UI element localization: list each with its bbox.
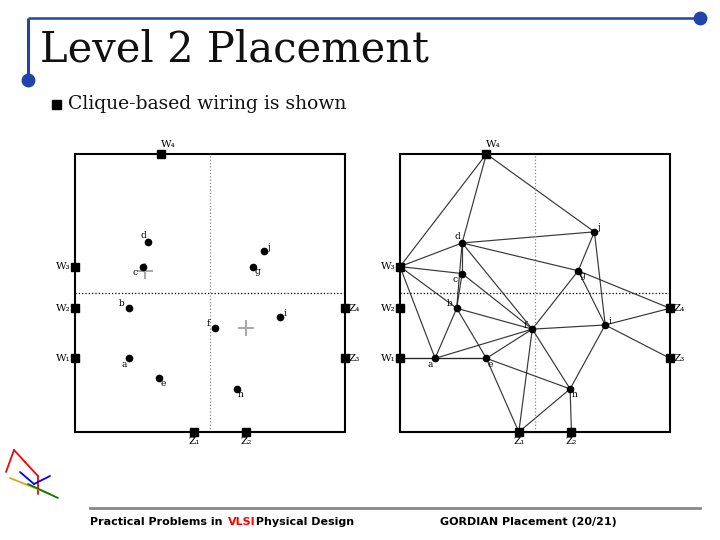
Text: W₃: W₃ bbox=[56, 262, 71, 271]
Text: W₂: W₂ bbox=[382, 304, 396, 313]
Text: W₄: W₄ bbox=[161, 140, 176, 149]
Text: b: b bbox=[447, 299, 453, 308]
Text: W₂: W₂ bbox=[56, 304, 71, 313]
Text: g: g bbox=[580, 271, 585, 280]
Text: Z₂: Z₂ bbox=[240, 437, 252, 446]
Text: i: i bbox=[609, 318, 611, 327]
Text: e: e bbox=[487, 360, 493, 369]
Text: Z₄: Z₄ bbox=[674, 304, 685, 313]
Text: a: a bbox=[428, 360, 433, 369]
Text: g: g bbox=[254, 267, 260, 276]
Text: c: c bbox=[133, 268, 138, 277]
Text: W₄: W₄ bbox=[487, 140, 501, 149]
Text: Z₂: Z₂ bbox=[566, 437, 577, 446]
Text: j: j bbox=[598, 224, 600, 232]
Text: e: e bbox=[160, 379, 166, 388]
Text: W₁: W₁ bbox=[56, 354, 71, 363]
Text: Physical Design: Physical Design bbox=[252, 517, 354, 527]
Text: d: d bbox=[140, 231, 145, 240]
Bar bbox=[52, 100, 61, 109]
Bar bbox=[75, 154, 345, 432]
Text: GORDIAN Placement (20/21): GORDIAN Placement (20/21) bbox=[440, 517, 617, 527]
Text: a: a bbox=[121, 360, 127, 369]
Text: Practical Problems in: Practical Problems in bbox=[90, 517, 226, 527]
Text: Z₁: Z₁ bbox=[513, 437, 524, 446]
Text: f: f bbox=[523, 321, 527, 329]
Text: h: h bbox=[238, 390, 244, 400]
Text: f: f bbox=[207, 319, 210, 328]
Text: c: c bbox=[453, 275, 458, 284]
Text: Z₁: Z₁ bbox=[188, 437, 199, 446]
Text: Level 2 Placement: Level 2 Placement bbox=[40, 29, 429, 71]
Text: Z₄: Z₄ bbox=[349, 304, 361, 313]
Text: Z₃: Z₃ bbox=[674, 354, 685, 363]
Text: Clique-based wiring is shown: Clique-based wiring is shown bbox=[68, 95, 346, 113]
Text: b: b bbox=[119, 299, 125, 308]
Text: Z₃: Z₃ bbox=[349, 354, 360, 363]
Text: d: d bbox=[454, 232, 460, 241]
Text: VLSI: VLSI bbox=[228, 517, 256, 527]
Text: W₃: W₃ bbox=[382, 262, 396, 271]
Text: W₁: W₁ bbox=[382, 354, 396, 363]
Bar bbox=[400, 154, 670, 432]
Text: h: h bbox=[571, 390, 577, 400]
Text: j: j bbox=[268, 243, 271, 252]
Text: i: i bbox=[284, 309, 287, 318]
